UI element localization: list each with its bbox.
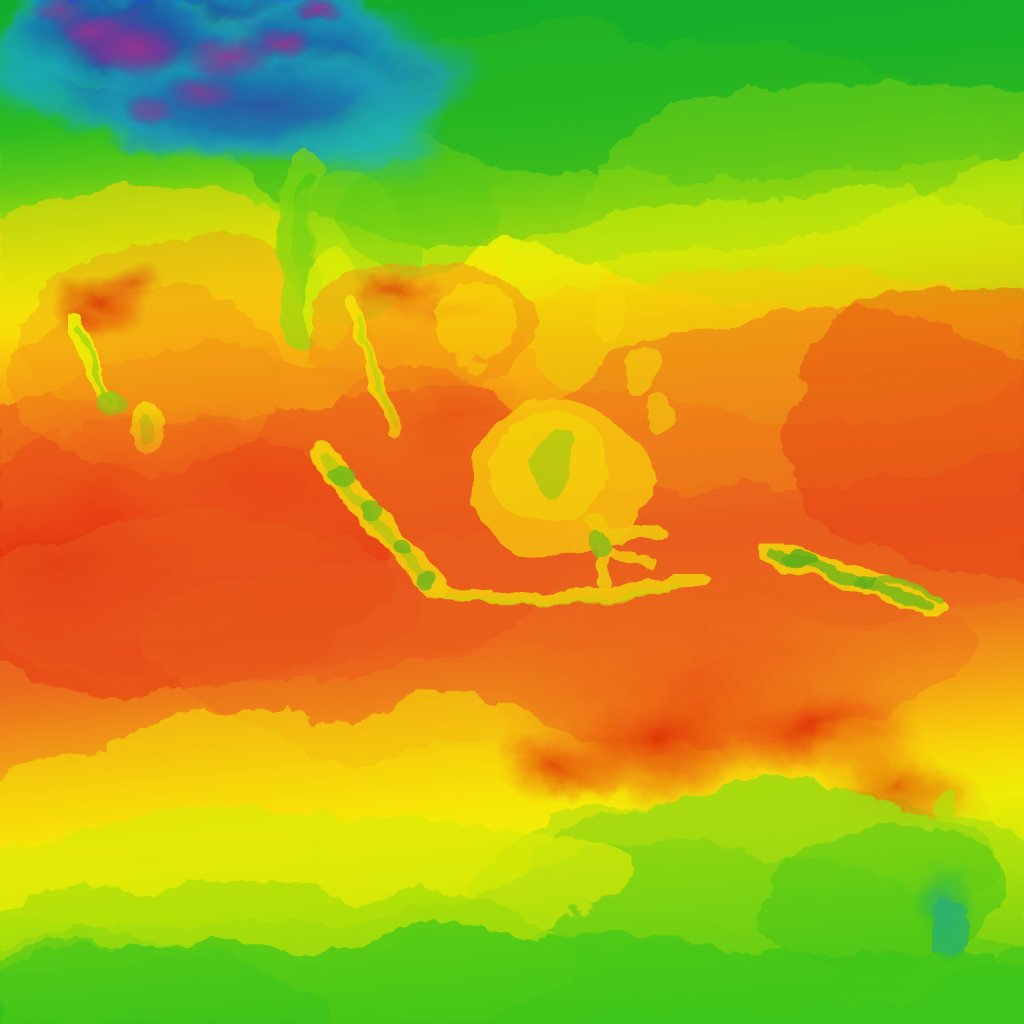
contour-posterise-overlay [0,0,1024,1024]
temperature-map-canvas [0,0,1024,1024]
